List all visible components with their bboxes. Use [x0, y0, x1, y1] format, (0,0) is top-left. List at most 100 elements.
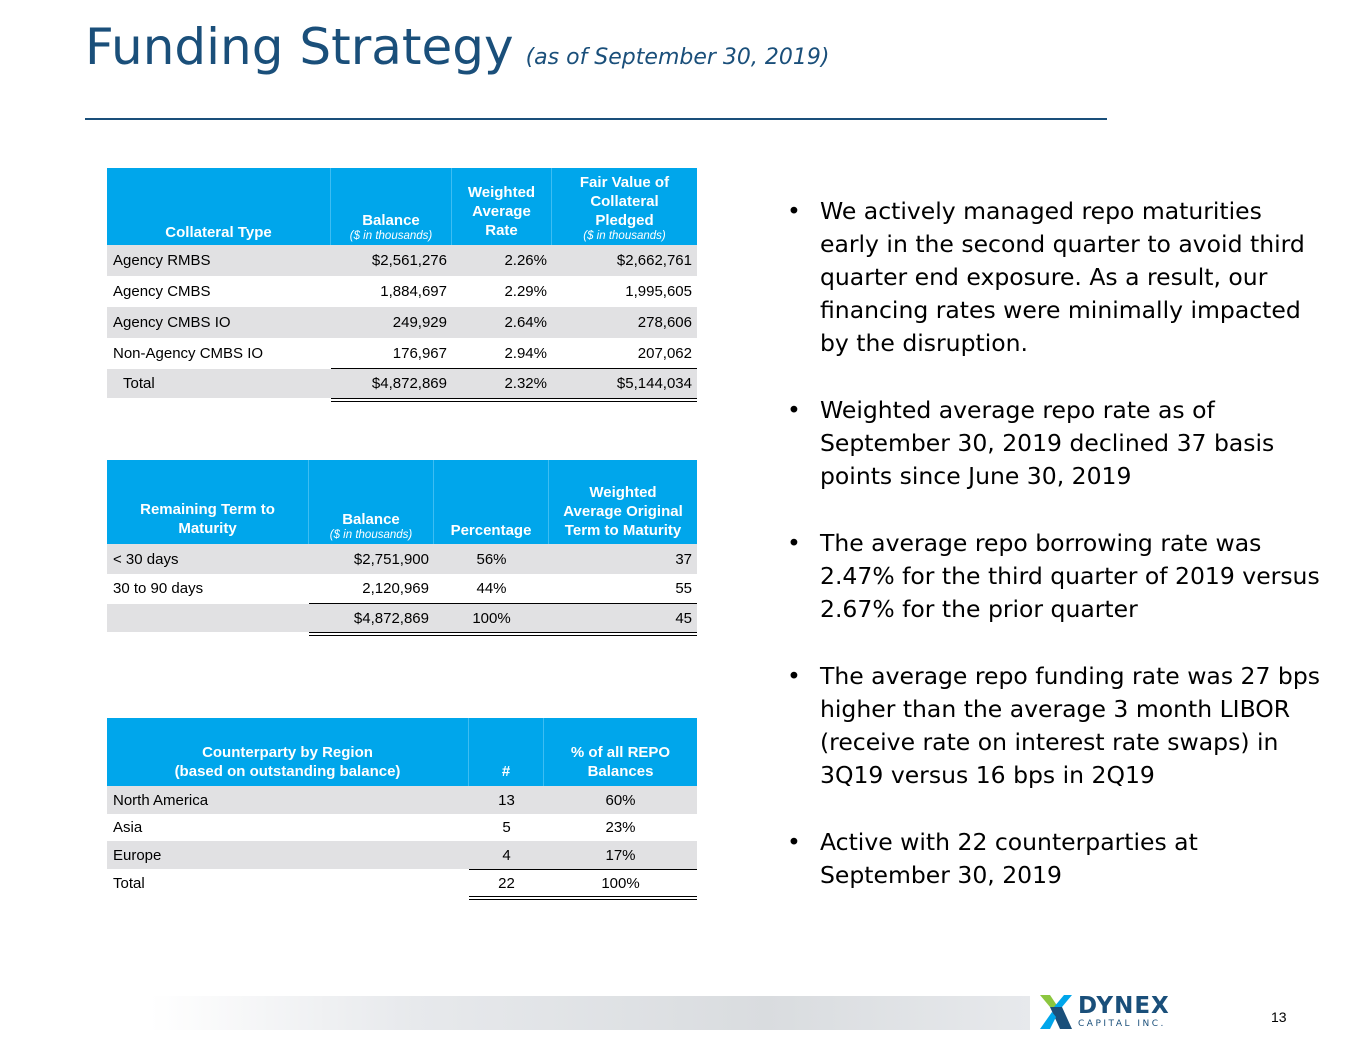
- bullet-text: Active with 22 counterparties at Septemb…: [820, 828, 1198, 889]
- cell-total-percentage: 100%: [472, 609, 511, 627]
- header-balance: Balance ($ in thousands): [331, 168, 452, 245]
- header-collateral-type: Collateral Type: [107, 168, 331, 245]
- bullet-marker: •: [787, 529, 801, 557]
- bullet-text: The average repo borrowing rate was 2.47…: [820, 529, 1320, 623]
- cell-percent: 23%: [605, 819, 636, 836]
- header-counterparty-region: Counterparty by Region (based on outstan…: [107, 718, 469, 786]
- bullet-text: The average repo funding rate was 27 bps…: [820, 662, 1320, 789]
- cell-fair-value: 207,062: [637, 345, 692, 362]
- cell-region: North America: [113, 791, 209, 809]
- cell-region: Asia: [113, 819, 143, 836]
- bullet-text: Weighted average repo rate as of Septemb…: [820, 396, 1275, 490]
- table-row: Europe 4 17%: [107, 841, 697, 869]
- cell-total-fair-value: $5,144,034: [616, 375, 692, 392]
- table-row: 30 to 90 days 2,120,969 44% 55: [107, 574, 697, 603]
- table-header-row: Remaining Term to Maturity Balance ($ in…: [107, 460, 697, 544]
- cell-fair-value: 1,995,605: [625, 283, 692, 300]
- header-remaining-term: Remaining Term to Maturity: [107, 460, 309, 544]
- header-percent-repo: % of all REPO Balances: [570, 744, 671, 780]
- bullet-item: • Active with 22 counterparties at Septe…: [785, 826, 1325, 892]
- total-double-underline: [309, 632, 697, 636]
- cell-percent: 60%: [605, 791, 636, 809]
- logo-subtitle: CAPITAL INC.: [1078, 1019, 1166, 1029]
- header-weighted-average-rate: Weighted Average Rate: [452, 168, 552, 245]
- table-total-row: $4,872,869 100% 45: [107, 604, 697, 632]
- bullet-list: • We actively managed repo maturities ea…: [785, 195, 1325, 926]
- total-rule: [469, 869, 697, 870]
- footer-band: [150, 996, 1030, 1030]
- title-main: Funding Strategy: [85, 18, 514, 76]
- cell-balance: 176,967: [392, 345, 447, 362]
- cell-total-weighted-term: 45: [675, 609, 692, 627]
- bullet-marker: •: [787, 197, 801, 225]
- cell-total-rate: 2.32%: [504, 375, 547, 392]
- cell-balance: 2,120,969: [362, 580, 429, 597]
- table-row: Asia 5 23%: [107, 814, 697, 841]
- collateral-table: Collateral Type Balance ($ in thousands)…: [107, 168, 697, 408]
- cell-balance: $2,561,276: [371, 252, 447, 269]
- cell-term: < 30 days: [113, 550, 179, 568]
- counterparty-table: Counterparty by Region (based on outstan…: [107, 718, 697, 903]
- table-total-row: Total $4,872,869 2.32% $5,144,034: [107, 369, 697, 398]
- cell-count: 13: [498, 791, 515, 809]
- title-subtitle: (as of September 30, 2019): [525, 45, 830, 70]
- page-number: 13: [1271, 1009, 1287, 1025]
- cell-total-count: 22: [498, 874, 515, 892]
- cell-rate: 2.26%: [504, 252, 547, 269]
- table-row: Agency CMBS IO 249,929 2.64% 278,606: [107, 307, 697, 338]
- dynex-logo: DYNEX CAPITAL INC.: [1040, 993, 1180, 1033]
- cell-rate: 2.29%: [504, 283, 547, 300]
- total-rule: [309, 603, 697, 604]
- logo-name: DYNEX: [1078, 993, 1170, 1019]
- header-fair-value-collateral: Fair Value of Collateral Pledged ($ in t…: [579, 174, 670, 242]
- bullet-item: • The average repo borrowing rate was 2.…: [785, 527, 1325, 626]
- header-weighted-term: Weighted Average Original Term to Maturi…: [563, 484, 683, 539]
- cell-collateral-type: Agency RMBS: [113, 252, 211, 269]
- cell-rate: 2.94%: [504, 345, 547, 362]
- bullet-marker: •: [787, 396, 801, 424]
- cell-collateral-type: Agency CMBS IO: [113, 314, 231, 331]
- cell-balance: 249,929: [392, 314, 447, 331]
- cell-total-label: [107, 604, 309, 632]
- header-balance: Balance ($ in thousands): [309, 460, 434, 544]
- bullet-item: • We actively managed repo maturities ea…: [785, 195, 1325, 360]
- cell-count: 5: [502, 819, 511, 836]
- cell-collateral-type: Agency CMBS: [113, 283, 211, 300]
- cell-total-balance: $4,872,869: [353, 609, 429, 627]
- cell-weighted-term: 37: [675, 550, 692, 568]
- bullet-item: • The average repo funding rate was 27 b…: [785, 660, 1325, 792]
- cell-balance: $2,751,900: [353, 550, 429, 568]
- cell-collateral-type: Non-Agency CMBS IO: [113, 345, 264, 362]
- cell-balance: 1,884,697: [380, 283, 447, 300]
- table-row: Agency CMBS 1,884,697 2.29% 1,995,605: [107, 276, 697, 307]
- table-row: Agency RMBS $2,561,276 2.26% $2,662,761: [107, 245, 697, 276]
- cell-percentage: 44%: [476, 580, 507, 597]
- total-rule: [331, 368, 697, 369]
- cell-percent: 17%: [605, 846, 636, 864]
- table-total-row: Total 22 100%: [107, 870, 697, 896]
- cell-total-balance: $4,872,869: [371, 375, 447, 392]
- cell-fair-value: 278,606: [637, 314, 692, 331]
- header-percentage: Percentage: [434, 460, 549, 544]
- cell-total-label: Total: [123, 375, 155, 392]
- table-header-row: Collateral Type Balance ($ in thousands)…: [107, 168, 697, 245]
- bullet-text: We actively managed repo maturities earl…: [820, 197, 1305, 357]
- cell-rate: 2.64%: [504, 314, 547, 331]
- total-double-underline: [331, 398, 697, 402]
- cell-term: 30 to 90 days: [113, 580, 204, 597]
- remaining-term-table: Remaining Term to Maturity Balance ($ in…: [107, 460, 697, 640]
- bullet-marker: •: [787, 828, 801, 856]
- cell-total-label: Total: [113, 874, 145, 892]
- bullet-marker: •: [787, 662, 801, 690]
- table-header-row: Counterparty by Region (based on outstan…: [107, 718, 697, 786]
- total-double-underline: [469, 896, 697, 900]
- cell-region: Europe: [113, 846, 162, 864]
- header-count: #: [469, 718, 544, 786]
- title-divider: [85, 118, 1107, 120]
- table-row: < 30 days $2,751,900 56% 37: [107, 544, 697, 574]
- cell-total-percent: 100%: [601, 874, 640, 892]
- cell-count: 4: [502, 846, 511, 864]
- table-row: Non-Agency CMBS IO 176,967 2.94% 207,062: [107, 338, 697, 369]
- page-title: Funding Strategy (as of September 30, 201…: [85, 18, 829, 76]
- cell-fair-value: $2,662,761: [616, 252, 692, 269]
